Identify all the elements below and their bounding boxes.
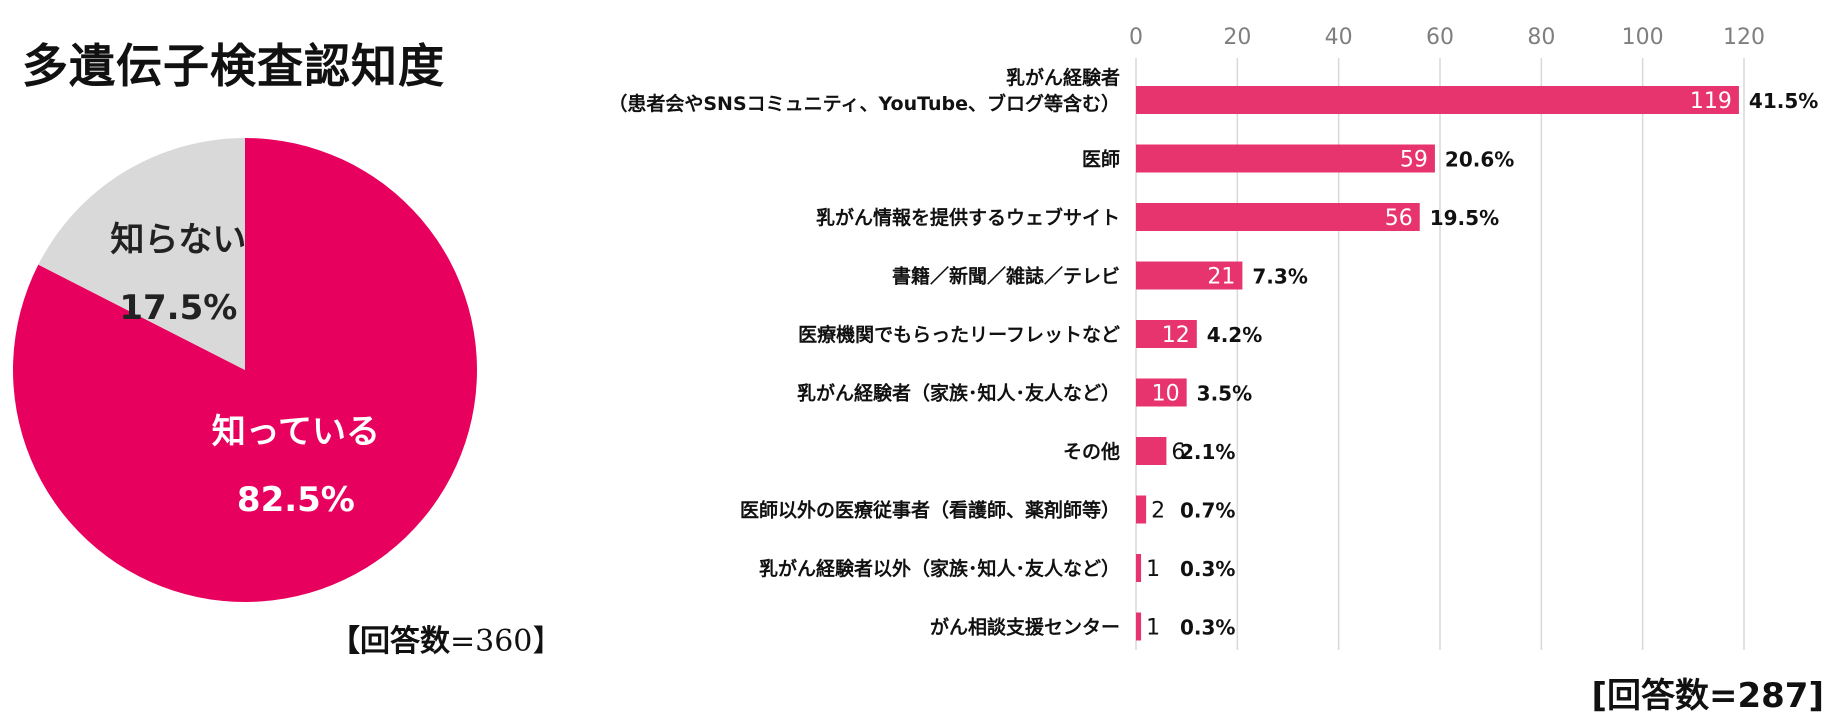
- x-tick-label: 60: [1426, 25, 1454, 50]
- bar-1: [1136, 144, 1435, 173]
- bar-7: [1136, 495, 1147, 524]
- bar-2: [1136, 203, 1420, 231]
- bar-percent-label: 4.2%: [1207, 323, 1262, 347]
- bar-value-label: 59: [1400, 148, 1428, 173]
- pie-pct-0: 82.5%: [237, 480, 355, 520]
- bar-value-label: 12: [1162, 323, 1190, 348]
- pie-slice-1: [38, 138, 246, 370]
- category-label: その他: [1063, 440, 1120, 463]
- bar-percent-label: 0.3%: [1180, 616, 1235, 640]
- bar-percent-label: 7.3%: [1252, 265, 1307, 289]
- x-tick-label: 80: [1527, 25, 1555, 50]
- x-tick-label: 120: [1723, 25, 1765, 50]
- bar-percent-label: 3.5%: [1197, 382, 1252, 406]
- pie-pct-1: 17.5%: [119, 288, 237, 328]
- category-label: 乳がん経験者: [1006, 66, 1120, 89]
- bar-percent-label: 20.6%: [1445, 148, 1514, 172]
- bar-percent-label: 41.5%: [1749, 89, 1818, 113]
- bar-3: [1136, 261, 1243, 290]
- category-label: 乳がん経験者（家族･知人･友人など）: [797, 382, 1120, 405]
- category-label: 書籍／新聞／雑誌／テレビ: [892, 265, 1120, 288]
- pie-title: 多遺伝子検査認知度: [22, 39, 445, 93]
- category-label: （患者会やSNSコミュニティ、YouTube、ブログ等含む）: [608, 92, 1120, 115]
- bar-value-label: 2: [1151, 499, 1165, 524]
- x-tick-label: 20: [1223, 25, 1251, 50]
- bar-percent-label: 2.1%: [1180, 440, 1235, 464]
- bar-5: [1136, 378, 1187, 407]
- pie-label-0: 知っている: [212, 412, 380, 452]
- category-label: がん相談支援センター: [930, 616, 1120, 639]
- bar-percent-label: 0.3%: [1180, 557, 1235, 581]
- category-label: 医療機関でもらったリーフレットなど: [798, 323, 1120, 346]
- bar-response-count: [回答数=287]: [1591, 676, 1824, 716]
- bar-percent-label: 0.7%: [1180, 499, 1235, 523]
- pie-response-count: 【回答数=360】: [330, 616, 562, 660]
- bar-4: [1136, 320, 1197, 348]
- pie-count-label: 【回答数: [330, 624, 450, 659]
- pie-count-number: =360】: [450, 624, 563, 659]
- x-tick-label: 100: [1622, 25, 1664, 50]
- bar-6: [1136, 437, 1167, 465]
- bar-value-label: 119: [1690, 89, 1732, 114]
- bar-8: [1136, 554, 1142, 582]
- category-label: 医師: [1082, 148, 1120, 171]
- pie-chart: 知っている 82.5% 知らない 17.5%: [12, 138, 477, 602]
- bar-value-label: 6: [1171, 440, 1185, 465]
- bar-0: [1136, 86, 1739, 114]
- bar-value-label: 10: [1152, 382, 1180, 407]
- bar-9: [1136, 612, 1142, 641]
- bar-value-label: 1: [1146, 616, 1160, 641]
- category-label: 乳がん経験者以外（家族･知人･友人など）: [759, 557, 1120, 580]
- category-label: 医師以外の医療従事者（看護師、薬剤師等）: [740, 499, 1120, 522]
- bar-value-label: 21: [1207, 265, 1235, 290]
- bar-value-label: 1: [1146, 557, 1160, 582]
- bar-value-label: 56: [1385, 206, 1413, 231]
- pie-label-1: 知らない: [110, 220, 246, 260]
- x-tick-label: 0: [1129, 25, 1143, 50]
- x-tick-label: 40: [1325, 25, 1353, 50]
- category-label: 乳がん情報を提供するウェブサイト: [816, 206, 1120, 229]
- bar-percent-label: 19.5%: [1430, 206, 1499, 230]
